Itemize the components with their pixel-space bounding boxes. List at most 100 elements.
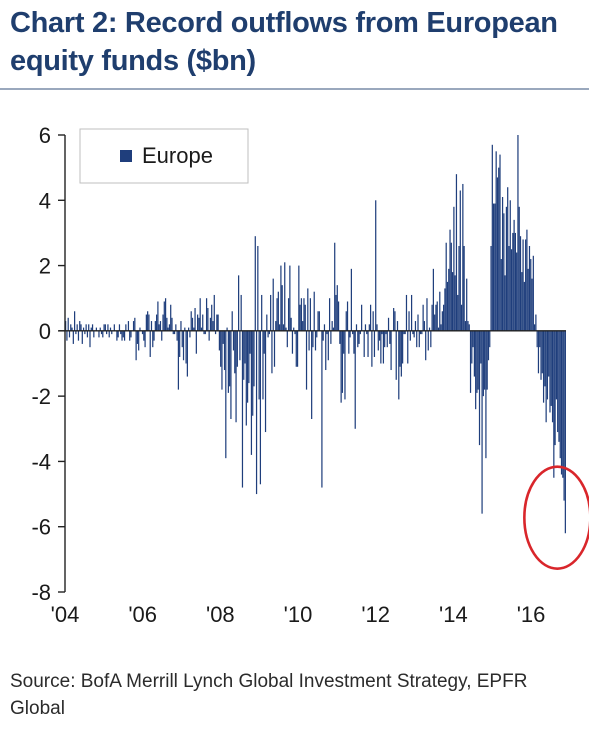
bar [268, 330, 270, 335]
bar [273, 330, 276, 367]
bar [398, 330, 400, 400]
y-tick-label: -2 [31, 384, 51, 409]
bar [185, 330, 187, 364]
bar [80, 324, 82, 331]
bar [282, 324, 285, 331]
bar [332, 327, 335, 331]
bar [309, 298, 311, 331]
bar [213, 294, 215, 331]
bar [425, 330, 427, 361]
bar [111, 330, 113, 335]
bar [407, 330, 409, 364]
bar [211, 304, 213, 331]
bar [534, 324, 536, 331]
bar [544, 330, 546, 387]
bar [486, 330, 488, 390]
bar [507, 187, 509, 331]
bar [93, 330, 95, 338]
bar [175, 324, 177, 331]
bar [384, 330, 386, 348]
bar [417, 314, 419, 331]
source-note: Source: BofA Merrill Lynch Global Invest… [10, 671, 528, 719]
bar [339, 330, 341, 344]
bar [528, 245, 531, 331]
bar [220, 330, 222, 367]
bar [541, 330, 543, 374]
bar [170, 304, 172, 331]
bar [371, 330, 373, 367]
bar [378, 330, 381, 341]
bar [345, 311, 347, 331]
bar [238, 275, 240, 331]
bar [468, 324, 470, 331]
bar [207, 308, 209, 331]
bar [313, 291, 315, 331]
bar [422, 304, 424, 331]
bar [285, 327, 287, 331]
bar [413, 330, 415, 338]
bar [525, 239, 527, 331]
bar [322, 330, 324, 341]
bar [393, 308, 395, 331]
bar [311, 330, 313, 419]
bar [503, 213, 505, 331]
bar [471, 330, 473, 364]
bar [216, 314, 218, 331]
y-tick-label: 4 [39, 188, 51, 213]
legend: Europe [79, 128, 249, 184]
bar [218, 330, 221, 351]
bar [71, 327, 73, 331]
bar [147, 311, 149, 331]
bar [161, 330, 163, 341]
bar [463, 245, 465, 331]
bar [66, 330, 68, 341]
bar [295, 330, 297, 367]
bar [149, 330, 151, 357]
bar [270, 294, 272, 331]
bar [262, 330, 264, 400]
bar [236, 330, 238, 367]
bar [232, 330, 235, 351]
bar [246, 330, 249, 403]
bar [462, 183, 464, 331]
bar [355, 324, 358, 331]
legend-box [79, 128, 249, 184]
bar [490, 245, 492, 331]
bar [250, 330, 253, 455]
bar [404, 330, 406, 335]
bar [522, 239, 524, 331]
bar [527, 268, 529, 331]
bar [253, 330, 255, 387]
bar [558, 330, 560, 442]
bar [291, 330, 294, 354]
bar [248, 330, 250, 384]
bar [281, 285, 283, 331]
bar [493, 203, 495, 331]
bar [109, 327, 112, 331]
bar [258, 330, 260, 400]
bar [549, 330, 551, 413]
bar [443, 304, 445, 331]
bar [395, 330, 397, 380]
bar [430, 330, 432, 348]
bar [152, 330, 154, 348]
bar [76, 324, 78, 331]
bar [390, 330, 392, 371]
y-tick-label: -8 [31, 580, 51, 605]
bar [475, 330, 477, 410]
bar [336, 285, 338, 331]
bar [193, 327, 195, 331]
bar [70, 324, 72, 331]
bar [469, 330, 472, 393]
bar [241, 330, 244, 488]
bar [477, 330, 479, 390]
bar [353, 330, 355, 354]
bar [521, 272, 523, 331]
bar [375, 200, 377, 331]
bar [173, 330, 176, 335]
x-tick-label: '12 [361, 602, 390, 627]
bar [84, 330, 86, 335]
bar [368, 324, 370, 331]
bar [408, 311, 410, 331]
bar [317, 311, 319, 331]
